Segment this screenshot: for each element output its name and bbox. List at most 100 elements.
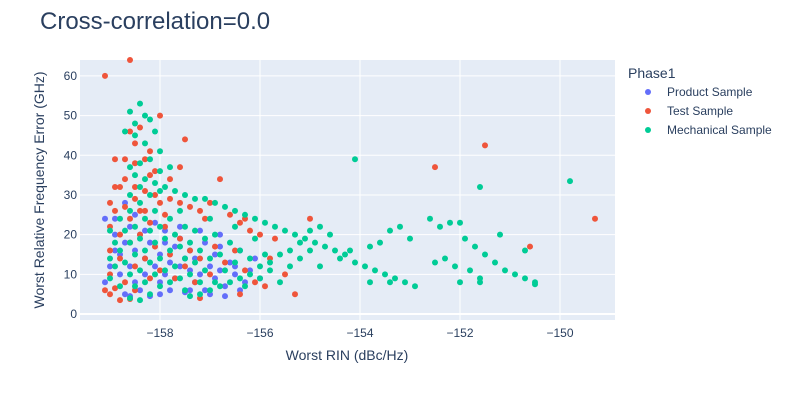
- data-point: [367, 243, 373, 250]
- data-point: [157, 255, 163, 262]
- data-point: [142, 112, 148, 119]
- data-point: [122, 203, 128, 210]
- data-point: [162, 235, 168, 242]
- data-point: [457, 219, 463, 226]
- data-point: [227, 259, 233, 266]
- data-point: [332, 247, 338, 254]
- data-point: [212, 231, 218, 238]
- data-point: [167, 164, 173, 171]
- data-points: [102, 57, 598, 304]
- data-point: [237, 275, 243, 282]
- data-point: [372, 267, 378, 274]
- data-point: [267, 259, 273, 266]
- data-point: [287, 247, 293, 254]
- data-point: [142, 187, 148, 194]
- data-point: [477, 184, 483, 191]
- data-point: [142, 247, 148, 254]
- data-point: [132, 211, 138, 218]
- data-point: [187, 271, 193, 278]
- data-point: [337, 255, 343, 262]
- data-point: [112, 239, 118, 246]
- data-point: [207, 287, 213, 294]
- legend-title: Phase1: [628, 65, 676, 81]
- y-tick-label: 20: [64, 228, 78, 242]
- data-point: [222, 259, 228, 266]
- data-point: [217, 283, 223, 290]
- data-point: [592, 215, 598, 222]
- data-point: [102, 72, 108, 79]
- data-point: [427, 215, 433, 222]
- x-tick-label: −152: [446, 326, 473, 340]
- data-point: [147, 148, 153, 155]
- data-point: [182, 255, 188, 262]
- data-point: [117, 231, 123, 238]
- data-point: [512, 271, 518, 278]
- data-point: [137, 160, 143, 167]
- data-point: [222, 203, 228, 210]
- data-point: [162, 267, 168, 274]
- data-point: [227, 279, 233, 286]
- data-point: [432, 164, 438, 171]
- data-point: [167, 195, 173, 202]
- data-point: [272, 235, 278, 242]
- data-point: [107, 227, 113, 234]
- data-point: [192, 227, 198, 234]
- data-point: [117, 215, 123, 222]
- data-point: [217, 231, 223, 238]
- data-point: [157, 267, 163, 274]
- data-point: [142, 271, 148, 278]
- data-point: [477, 279, 483, 286]
- data-point: [567, 178, 573, 185]
- data-point: [167, 215, 173, 222]
- data-point: [247, 255, 253, 262]
- data-point: [277, 279, 283, 286]
- data-point: [142, 279, 148, 286]
- data-point: [187, 203, 193, 210]
- data-point: [127, 239, 133, 246]
- data-point: [197, 291, 203, 298]
- data-point: [112, 156, 118, 163]
- legend-item-label: Mechanical Sample: [667, 123, 772, 137]
- data-point: [127, 164, 133, 171]
- data-point: [522, 247, 528, 254]
- data-point: [277, 251, 283, 258]
- data-point: [362, 263, 368, 270]
- data-point: [287, 263, 293, 270]
- data-point: [127, 108, 133, 115]
- data-point: [122, 176, 128, 183]
- data-point: [227, 211, 233, 218]
- data-point: [182, 191, 188, 198]
- data-point: [177, 243, 183, 250]
- data-point: [252, 255, 258, 262]
- data-point: [127, 207, 133, 214]
- data-point: [317, 263, 323, 270]
- data-point: [327, 231, 333, 238]
- data-point: [117, 297, 123, 304]
- data-point: [122, 279, 128, 286]
- data-point: [137, 287, 143, 294]
- data-point: [122, 259, 128, 266]
- data-point: [152, 219, 158, 226]
- data-point: [152, 128, 158, 135]
- data-point: [142, 215, 148, 222]
- data-point: [147, 259, 153, 266]
- data-point: [182, 136, 188, 143]
- data-point: [312, 239, 318, 246]
- y-tick-label: 0: [70, 307, 77, 321]
- data-point: [112, 184, 118, 191]
- data-point: [262, 283, 268, 290]
- data-point: [167, 279, 173, 286]
- data-point: [232, 207, 238, 214]
- data-point: [207, 271, 213, 278]
- data-point: [307, 215, 313, 222]
- data-point: [172, 263, 178, 270]
- data-point: [272, 223, 278, 230]
- data-point: [142, 255, 148, 262]
- data-point: [147, 275, 153, 282]
- data-point: [502, 267, 508, 274]
- data-point: [292, 231, 298, 238]
- data-point: [142, 207, 148, 214]
- data-point: [107, 247, 113, 254]
- y-tick-label: 60: [64, 69, 78, 83]
- data-point: [197, 207, 203, 214]
